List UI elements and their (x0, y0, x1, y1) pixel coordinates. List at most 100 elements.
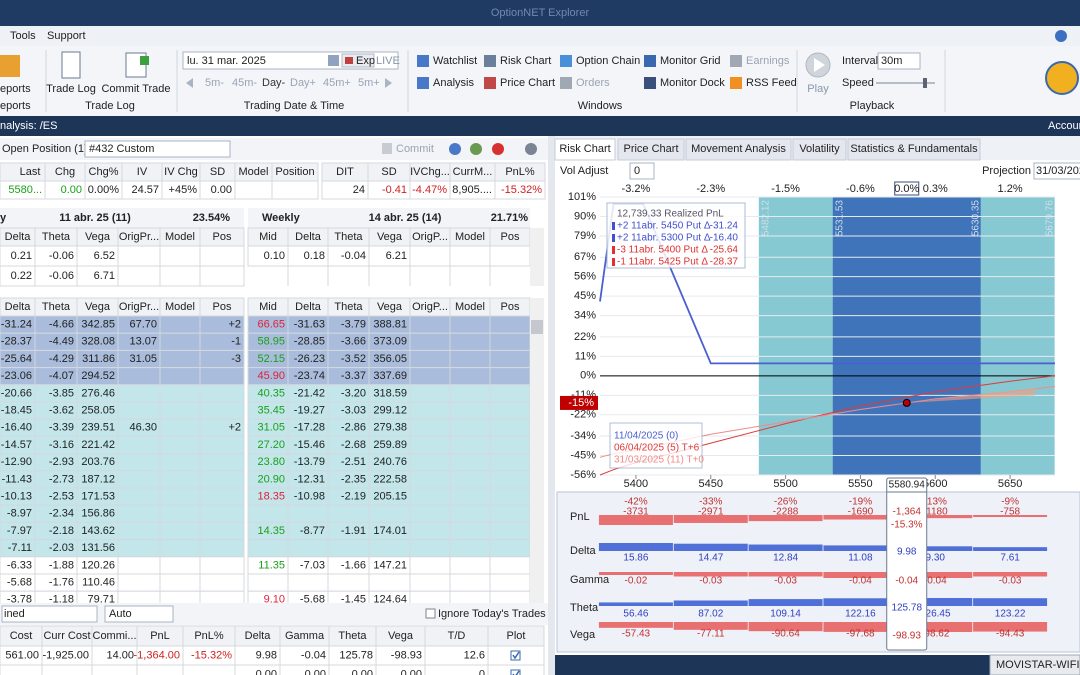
chain-row[interactable] (0, 418, 245, 437)
chain-row[interactable] (0, 453, 245, 472)
step-button[interactable]: 5m+ (358, 77, 380, 89)
chain-row[interactable] (247, 573, 531, 592)
greek-bar (673, 543, 748, 551)
commit-button[interactable]: Commit (396, 143, 434, 155)
tab[interactable] (685, 138, 792, 161)
toolbar-icon[interactable] (492, 143, 504, 155)
speed-thumb[interactable] (923, 78, 927, 88)
greek-bar (973, 622, 1048, 632)
column-header: Last (20, 166, 41, 178)
chain-row[interactable] (0, 315, 245, 334)
chain-row[interactable] (0, 504, 245, 523)
totals-cell: 561.00 (5, 649, 39, 661)
chain-row[interactable] (0, 470, 245, 489)
chain-cell: -4.07 (49, 370, 74, 382)
window-button[interactable]: Price Chart (500, 77, 555, 89)
chain-row[interactable] (0, 265, 245, 287)
help-icon[interactable] (1055, 30, 1067, 42)
toolbar-icon[interactable] (470, 143, 482, 155)
chain-cell: 6.21 (386, 250, 407, 262)
window-button[interactable]: Monitor Dock (660, 77, 725, 89)
greek-bar (973, 572, 1048, 577)
step-button[interactable]: 45m+ (323, 77, 351, 89)
chain-row[interactable] (0, 556, 245, 575)
legend-entry: 11/04/2025 (0) (614, 431, 678, 442)
tab-label[interactable]: Risk Chart (559, 143, 610, 155)
window-button[interactable]: Option Chain (576, 55, 640, 67)
splitter[interactable] (548, 136, 555, 675)
window-button[interactable]: Risk Chart (500, 55, 551, 67)
totals-cell: 0.00 (256, 668, 277, 675)
toolbar-icon[interactable] (449, 143, 461, 155)
chain-row[interactable] (247, 539, 531, 558)
scrollbar[interactable] (530, 298, 544, 609)
scrollbar[interactable] (530, 228, 544, 286)
window-button[interactable]: RSS Feed (746, 77, 797, 89)
tab-label[interactable]: Volatility (799, 143, 840, 155)
tab-label[interactable]: Price Chart (623, 143, 678, 155)
toolbar-icon[interactable] (525, 143, 537, 155)
position-dropdown[interactable] (84, 140, 231, 158)
expiry-iv: 21.71% (491, 212, 529, 224)
expiry-type: Weekly (262, 212, 301, 224)
tab[interactable] (554, 138, 616, 161)
chain-row[interactable] (0, 349, 245, 369)
tab[interactable] (617, 138, 685, 161)
chain-row[interactable] (0, 384, 245, 403)
tab[interactable] (792, 138, 847, 161)
chain-row[interactable] (0, 487, 245, 506)
totals-cell: 0.00 (352, 668, 373, 675)
check-mark (512, 651, 520, 660)
chain-row[interactable] (247, 504, 531, 523)
vol-adjust-spinner[interactable] (629, 162, 655, 180)
window-button[interactable]: Watchlist (433, 55, 477, 67)
window-button[interactable]: Monitor Grid (660, 55, 721, 67)
ribbon-button[interactable]: Trade Log (46, 83, 96, 95)
notification[interactable] (989, 654, 1080, 675)
tab-label[interactable]: Movement Analysis (691, 143, 786, 155)
step-button[interactable]: 5m- (205, 77, 224, 89)
chain-row[interactable] (0, 435, 245, 455)
column-header: SD (210, 166, 225, 178)
projection-label: Projection (982, 165, 1031, 177)
chain-cell: -5.68 (300, 594, 325, 606)
greek-value: -98.62 (921, 629, 950, 640)
window-button[interactable]: Orders (576, 77, 610, 89)
chain-cell: -1 (231, 336, 241, 348)
chain-row[interactable] (0, 573, 245, 592)
chain-row[interactable] (0, 367, 245, 386)
y-tick-label: 22% (574, 331, 596, 343)
chain-row[interactable] (0, 539, 245, 558)
step-fwd-icon (385, 78, 392, 88)
chain-row[interactable] (0, 245, 245, 267)
chain-cell: -19.27 (294, 405, 325, 417)
chain-cell: -18.45 (1, 405, 32, 417)
ribbon-button[interactable]: Commit Trade (101, 83, 170, 95)
menu-item[interactable]: Support (47, 30, 86, 42)
notification-text: MOVISTAR-WIFI6- (996, 659, 1080, 671)
chain-row[interactable] (0, 521, 245, 541)
tab-label[interactable]: Statistics & Fundamentals (850, 143, 978, 155)
step-button[interactable]: Day+ (290, 77, 316, 89)
step-button[interactable]: 45m- (232, 77, 257, 89)
scroll-thumb[interactable] (531, 320, 543, 334)
plot-checkbox[interactable] (510, 650, 521, 661)
window-button[interactable]: Analysis (433, 77, 474, 89)
interval-dropdown[interactable] (877, 52, 921, 70)
ignore-checkbox[interactable] (425, 608, 436, 619)
auto-dropdown[interactable] (104, 605, 174, 623)
window-button[interactable]: Earnings (746, 55, 790, 67)
chain-row[interactable] (0, 332, 245, 351)
projection-input[interactable] (1033, 162, 1080, 180)
ribbon-button[interactable]: eports (0, 83, 31, 95)
menu-item[interactable]: Tools (10, 30, 36, 42)
chain-cell: -8.77 (300, 525, 325, 537)
current-pnl-marker (902, 398, 911, 407)
chain-row[interactable] (0, 401, 245, 420)
greek-value: 12.84 (773, 553, 798, 564)
tab[interactable] (847, 138, 981, 161)
step-button[interactable]: Day- (262, 77, 286, 89)
column-header: Vega (388, 630, 414, 642)
mode-dropdown[interactable] (1, 605, 98, 623)
column-header: Chg (55, 166, 75, 178)
